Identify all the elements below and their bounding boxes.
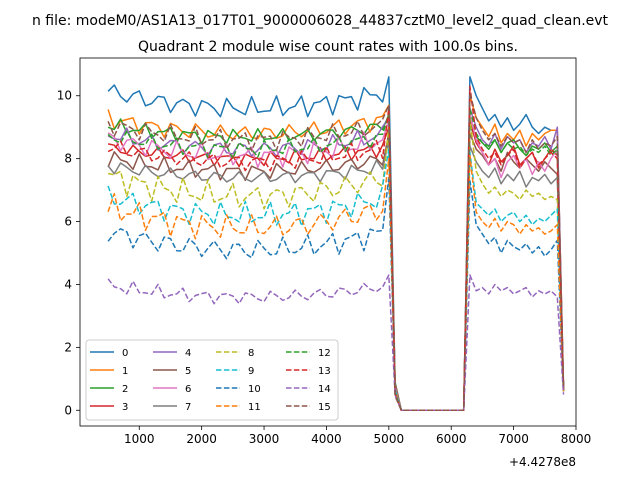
x-tick-label: 6000 [436, 432, 467, 446]
legend-label: 6 [185, 384, 191, 395]
y-tick-label: 4 [64, 277, 72, 291]
series-line-15 [107, 91, 565, 412]
series-line-12 [107, 107, 565, 412]
legend-label: 13 [318, 366, 331, 377]
series-line-14 [107, 274, 565, 412]
series-line-7 [107, 139, 565, 412]
x-tick-label: 5000 [374, 432, 405, 446]
legend-label: 4 [185, 348, 191, 359]
figure-suptitle: n file: modeM0/AS1A13_017T01_9000006028_… [32, 13, 609, 29]
legend-label: 1 [122, 366, 128, 377]
legend-label: 3 [122, 402, 128, 413]
legend-box [85, 339, 339, 421]
x-tick-label: 3000 [249, 432, 280, 446]
legend-label: 8 [248, 348, 254, 359]
series-line-8 [107, 117, 565, 412]
plot-frame [79, 57, 577, 427]
legend-label: 10 [248, 384, 261, 395]
legend-label: 15 [318, 402, 331, 413]
series-line-10 [107, 176, 565, 412]
x-tick-label: 4000 [311, 432, 342, 446]
legend-label: 14 [318, 384, 331, 395]
y-axis: 0 2 4 6 8 10 [57, 89, 80, 417]
legend-label: 9 [248, 366, 254, 377]
legend-label: 0 [122, 348, 128, 359]
x-tick-label: 2000 [186, 432, 217, 446]
x-offset-label: +4.4278e8 [509, 455, 576, 469]
y-tick-label: 8 [64, 152, 72, 166]
x-tick-label: 1000 [124, 432, 155, 446]
series-line-2 [107, 113, 565, 412]
legend-label: 5 [185, 366, 191, 377]
x-axis: 1000 2000 3000 4000 5000 6000 7000 8000 [124, 426, 591, 446]
y-tick-label: 2 [64, 340, 72, 354]
legend-label: 11 [248, 402, 261, 413]
y-tick-label: 6 [64, 215, 72, 229]
series-line-13 [107, 85, 565, 412]
legend-label: 7 [185, 402, 191, 413]
legend-label: 12 [318, 348, 331, 359]
x-tick-label: 7000 [498, 432, 529, 446]
y-tick-label: 10 [57, 89, 72, 103]
y-tick-label: 0 [64, 403, 72, 417]
series-line-1 [107, 94, 565, 412]
chart-title: Quadrant 2 module wise count rates with … [138, 39, 518, 55]
series-layer [107, 76, 565, 412]
legend-label: 2 [122, 384, 128, 395]
series-line-0 [107, 76, 565, 412]
x-tick-label: 8000 [561, 432, 592, 446]
series-line-11 [107, 154, 565, 412]
